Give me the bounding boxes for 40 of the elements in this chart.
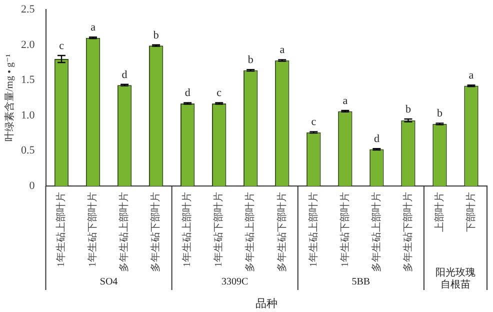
text: 5BB — [352, 276, 370, 288]
data-label: b — [248, 54, 254, 66]
text: 阳光玫瑰自根苗 — [435, 266, 476, 291]
data-label: d — [122, 68, 128, 81]
data-label: a — [280, 44, 285, 56]
data-label: c — [216, 87, 222, 100]
data-label: d — [184, 87, 191, 100]
data-label: a — [90, 22, 96, 34]
y-tick-label: 2.0 — [21, 38, 36, 51]
y-tick-label: 0 — [29, 180, 36, 192]
x-tick-label: 1年生砧下部叶片 — [338, 192, 351, 267]
x-tick-label: 1年生砧上部叶片 — [55, 192, 68, 267]
data-label: d — [374, 132, 380, 145]
x-tick-label: 多年生砧上部叶片 — [370, 192, 382, 272]
y-tick-label: 0.5 — [21, 144, 36, 157]
x-tick-label: 1年生砧下部叶片 — [212, 192, 225, 267]
text: 3309C — [222, 276, 249, 288]
data-label: b — [405, 103, 412, 116]
text: SO4 — [100, 276, 118, 288]
x-axis-title: 品种 — [255, 296, 278, 310]
x-tick-label: 下部叶片 — [464, 192, 477, 232]
x-tick-label: 多年生砧上部叶片 — [118, 192, 130, 272]
x-tick-label: 多年生砧下部叶片 — [150, 192, 162, 272]
data-label: c — [59, 40, 64, 52]
data-label: c — [311, 116, 316, 128]
x-tick-label: 多年生砧下部叶片 — [276, 192, 288, 272]
data-label: b — [153, 29, 160, 42]
y-axis-title: 叶绿素含量/mg • g⁻¹ — [4, 54, 16, 142]
y-tick-label: 1.5 — [21, 74, 36, 86]
x-tick-label: 上部叶片 — [433, 192, 446, 232]
x-tick-label: 多年生砧下部叶片 — [402, 192, 414, 272]
data-label: a — [468, 69, 474, 82]
data-label: b — [436, 108, 443, 120]
x-tick-label: 多年生砧上部叶片 — [244, 192, 256, 272]
x-tick-label: 1年生砧上部叶片 — [181, 192, 194, 267]
data-label: a — [342, 94, 348, 107]
x-tick-label: 1年生砧上部叶片 — [307, 192, 320, 267]
x-tick-label: 1年生砧下部叶片 — [86, 192, 99, 267]
y-tick-label: 1.0 — [21, 109, 36, 122]
y-tick-label: 2.5 — [21, 3, 36, 16]
